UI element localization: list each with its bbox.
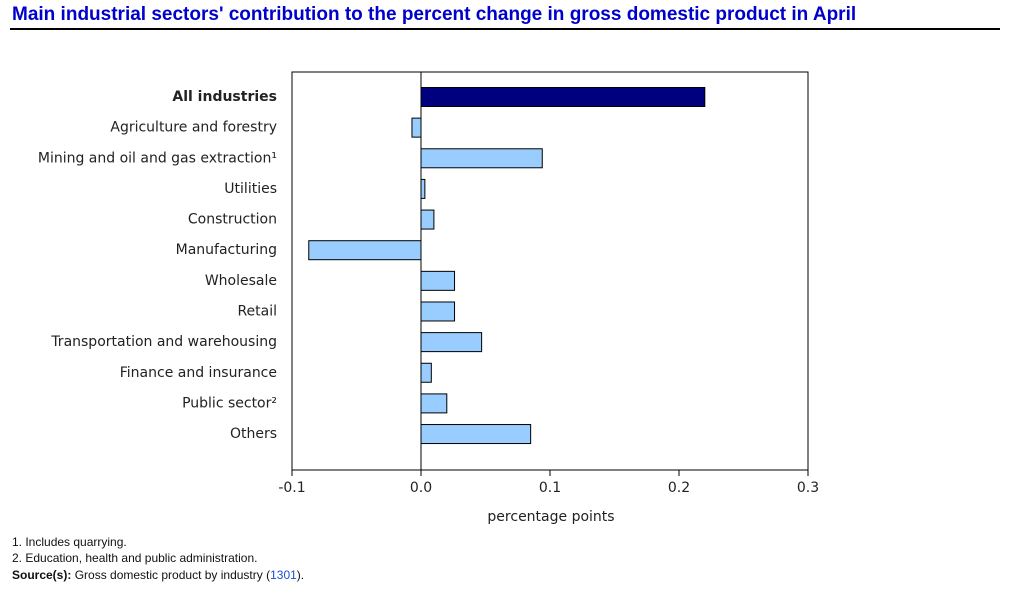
y-tick-label: All industries	[172, 89, 277, 105]
x-tick-label: 0.2	[668, 480, 690, 496]
y-tick-label: Public sector²	[182, 395, 277, 411]
y-tick-label: Retail	[237, 303, 277, 319]
footnote: 2. Education, health and public administ…	[12, 551, 258, 565]
source-text: ).	[297, 568, 304, 582]
y-tick-label: Manufacturing	[176, 242, 277, 258]
bar	[420, 270, 456, 291]
y-tick-label: Utilities	[224, 181, 277, 197]
bar	[420, 301, 456, 322]
bar	[420, 178, 426, 199]
y-tick-label: Others	[230, 426, 277, 442]
y-tick-label: Agriculture and forestry	[110, 120, 277, 136]
x-tick-label: 0.0	[410, 480, 432, 496]
bar	[420, 148, 543, 169]
y-tick-label: Mining and oil and gas extraction¹	[38, 150, 277, 166]
bar	[420, 362, 432, 383]
bar	[411, 117, 422, 138]
source-link[interactable]: 1301	[270, 568, 297, 582]
y-tick-label: Finance and insurance	[120, 365, 277, 381]
bar	[420, 332, 483, 353]
bar	[420, 393, 448, 414]
chart-title: Main industrial sectors' contribution to…	[12, 4, 856, 25]
source-text: Gross domestic product by industry (	[75, 568, 270, 582]
bar	[308, 240, 422, 261]
y-tick-label: Wholesale	[205, 273, 277, 289]
x-axis-label: percentage points	[487, 509, 614, 525]
source: Source(s): Gross domestic product by ind…	[12, 568, 304, 582]
footnote: 1. Includes quarrying.	[12, 535, 127, 549]
x-tick-label: 0.1	[539, 480, 561, 496]
y-tick-label: Construction	[188, 212, 277, 228]
x-tick-label: -0.1	[278, 480, 305, 496]
bar	[420, 424, 532, 445]
plot-frame	[291, 71, 809, 471]
source-label: Source(s):	[12, 568, 71, 582]
bar	[420, 87, 706, 107]
bar	[420, 209, 435, 230]
x-tick-label: 0.3	[797, 480, 819, 496]
y-tick-label: Transportation and warehousing	[50, 334, 277, 350]
